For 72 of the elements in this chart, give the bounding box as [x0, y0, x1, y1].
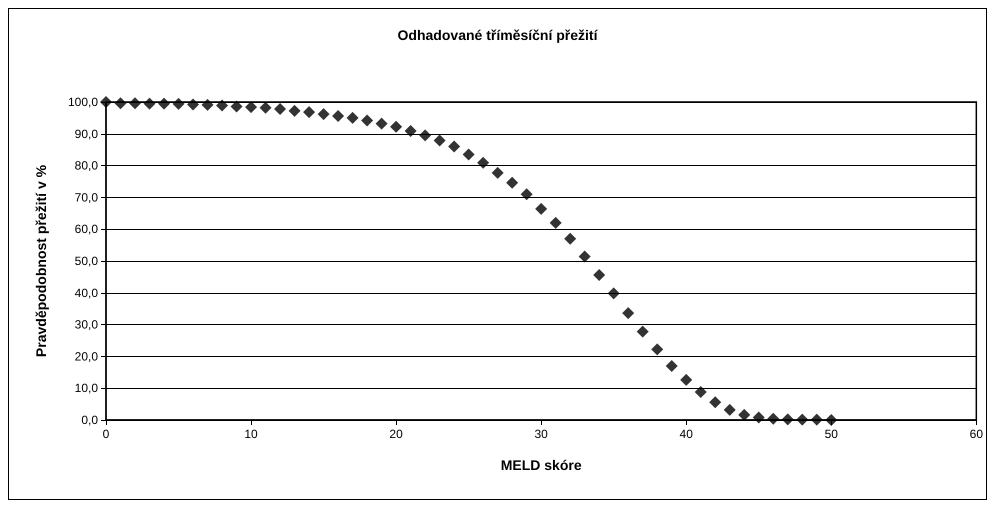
point: [810, 414, 823, 426]
point: [318, 108, 330, 120]
point: [593, 268, 606, 281]
y-tick-label: 0,0: [81, 413, 98, 427]
point: [434, 134, 446, 146]
point: [230, 100, 243, 112]
point: [448, 140, 460, 153]
point: [144, 98, 156, 110]
point: [303, 106, 316, 118]
point: [260, 102, 272, 114]
point: [608, 287, 620, 300]
y-tick-label: 50,0: [74, 254, 98, 268]
point: [709, 396, 722, 408]
point: [694, 386, 707, 398]
point: [419, 129, 432, 142]
y-axis-title: Pravděpodobnost přežití v %: [33, 164, 49, 358]
point: [129, 97, 142, 110]
point: [477, 156, 490, 169]
x-tick-label: 0: [102, 427, 110, 441]
y-tick-label: 80,0: [74, 158, 98, 173]
point: [404, 124, 417, 137]
point: [187, 98, 200, 111]
x-tick-label: 10: [244, 427, 258, 441]
point: [724, 404, 736, 416]
point: [666, 360, 678, 372]
point: [376, 118, 388, 130]
point: [346, 112, 359, 124]
y-tick-label: 70,0: [74, 190, 98, 204]
y-tick-label: 40,0: [74, 286, 98, 300]
point: [636, 326, 649, 338]
x-tick-label: 40: [680, 427, 694, 441]
x-tick-label: 60: [970, 427, 984, 441]
x-tick-label: 30: [534, 427, 548, 441]
y-tick-label: 60,0: [74, 222, 98, 236]
y-tick-label: 100,0: [68, 95, 98, 109]
x-tick-label: 20: [389, 427, 404, 441]
point: [274, 102, 286, 115]
point: [288, 104, 301, 117]
point: [651, 343, 664, 356]
point: [245, 101, 258, 114]
x-tick-label: 50: [824, 427, 838, 441]
y-tick-label: 90,0: [74, 126, 98, 141]
y-tick-label: 20,0: [74, 349, 98, 364]
point: [520, 188, 533, 200]
point: [462, 148, 475, 160]
y-tick-label: 10,0: [74, 381, 98, 396]
point: [535, 202, 548, 215]
point: [796, 414, 808, 426]
point: [332, 110, 344, 122]
point: [361, 114, 374, 126]
point: [492, 166, 504, 179]
point: [158, 98, 170, 110]
point: [202, 98, 214, 111]
point: [216, 100, 228, 112]
point: [622, 307, 634, 320]
x-axis-title: MELD skóre: [500, 457, 582, 473]
point: [550, 216, 562, 229]
point: [506, 176, 518, 189]
chart-title: Odhadované tříměsíční přežití: [398, 27, 599, 43]
point: [564, 232, 576, 245]
point: [825, 414, 838, 426]
point: [752, 411, 765, 424]
y-tick-label: 30,0: [74, 318, 98, 332]
point: [114, 97, 127, 110]
point: [680, 374, 692, 386]
point: [767, 412, 780, 425]
point: [738, 408, 750, 421]
point: [782, 413, 794, 426]
point: [578, 250, 591, 263]
point: [390, 120, 402, 133]
point: [100, 96, 112, 108]
point: [172, 98, 185, 110]
